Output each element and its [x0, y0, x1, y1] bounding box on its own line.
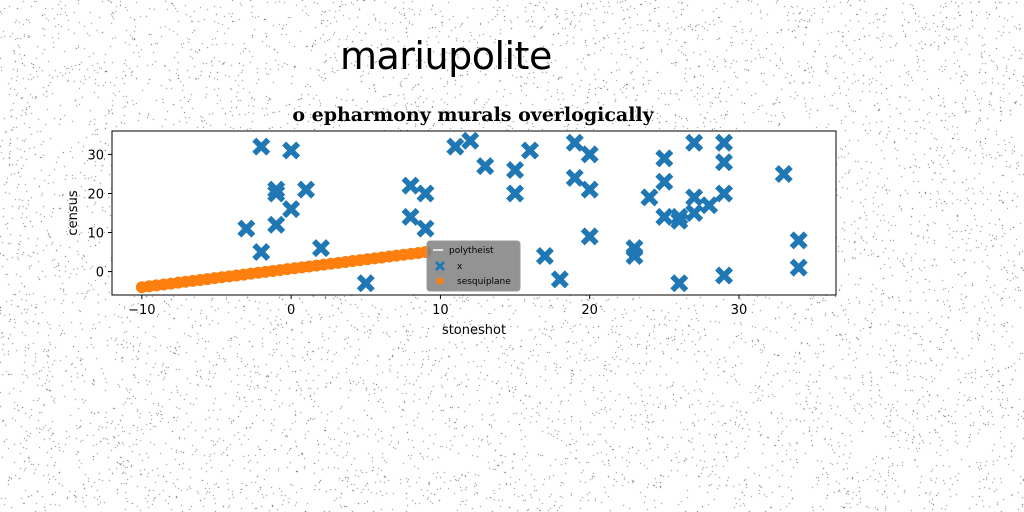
point-x — [446, 137, 465, 156]
point-x — [580, 145, 599, 164]
point-x — [252, 137, 271, 156]
chart-legend: polytheist x sesquiplane — [426, 240, 521, 292]
point-x — [565, 168, 584, 187]
point-x — [416, 219, 435, 238]
point-x — [715, 266, 734, 285]
point-x — [297, 180, 316, 199]
point-x — [237, 219, 256, 238]
x-tick-label: 10 — [432, 303, 449, 318]
x-tick-label: −10 — [128, 303, 155, 318]
point-x — [685, 133, 704, 152]
x-tick-label: 30 — [731, 303, 748, 318]
point-x — [550, 270, 569, 289]
point-x — [282, 141, 301, 160]
point-x — [655, 172, 674, 191]
point-x — [715, 184, 734, 203]
point-x — [416, 184, 435, 203]
x-tick-label: 20 — [581, 303, 598, 318]
legend-label-polytheist: polytheist — [449, 246, 494, 256]
point-x — [535, 246, 554, 265]
point-x — [700, 196, 719, 215]
point-x — [282, 200, 301, 219]
point-x — [401, 176, 420, 195]
y-axis-label: census — [66, 190, 81, 235]
figure-suptitle: mariupolite — [340, 34, 552, 78]
legend-swatch-x — [435, 261, 445, 271]
y-axis-ticks: 0 10 20 30 — [87, 148, 112, 281]
x-axis-ticks: −10 0 10 20 30 — [128, 295, 747, 318]
point-x — [565, 133, 584, 152]
point-x — [356, 274, 375, 293]
point-x — [506, 184, 525, 203]
point-x — [625, 246, 644, 265]
legend-swatch-sesquiplane — [436, 277, 444, 285]
point-x — [520, 141, 539, 160]
point-x — [640, 188, 659, 207]
chart-title: o epharmony murals overlogically — [292, 104, 654, 126]
x-axis-label: stoneshot — [442, 323, 506, 338]
y-tick-label: 0 — [96, 266, 104, 281]
y-tick-label: 20 — [87, 187, 104, 202]
point-x — [580, 227, 599, 246]
point-x — [789, 231, 808, 250]
point-x — [401, 207, 420, 226]
legend-label-sesquiplane: sesquiplane — [457, 277, 511, 287]
point-x — [580, 180, 599, 199]
point-x — [715, 133, 734, 152]
legend-label-x: x — [457, 262, 463, 272]
point-x — [715, 153, 734, 172]
legend-box — [426, 240, 521, 292]
point-x — [267, 184, 286, 203]
point-x — [311, 239, 330, 258]
point-x — [685, 188, 704, 207]
x-tick-label: 0 — [287, 303, 295, 318]
point-x — [506, 161, 525, 180]
y-tick-label: 30 — [87, 148, 104, 163]
point-x — [670, 274, 689, 293]
point-x — [655, 149, 674, 168]
point-x — [685, 204, 704, 222]
axes-frame — [111, 130, 837, 296]
point-x — [655, 207, 674, 226]
point-x — [461, 131, 480, 150]
point-x — [252, 243, 271, 262]
point-x — [267, 215, 286, 234]
point-x — [789, 258, 808, 277]
data-marks — [135, 131, 808, 294]
point-x — [476, 157, 495, 176]
point-x — [670, 211, 689, 230]
y-tick-label: 10 — [87, 227, 104, 242]
point-x — [774, 164, 793, 183]
